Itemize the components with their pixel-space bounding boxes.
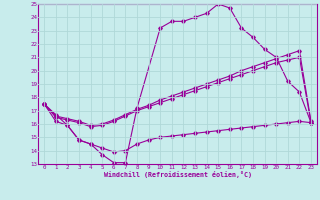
X-axis label: Windchill (Refroidissement éolien,°C): Windchill (Refroidissement éolien,°C) [104, 171, 252, 178]
